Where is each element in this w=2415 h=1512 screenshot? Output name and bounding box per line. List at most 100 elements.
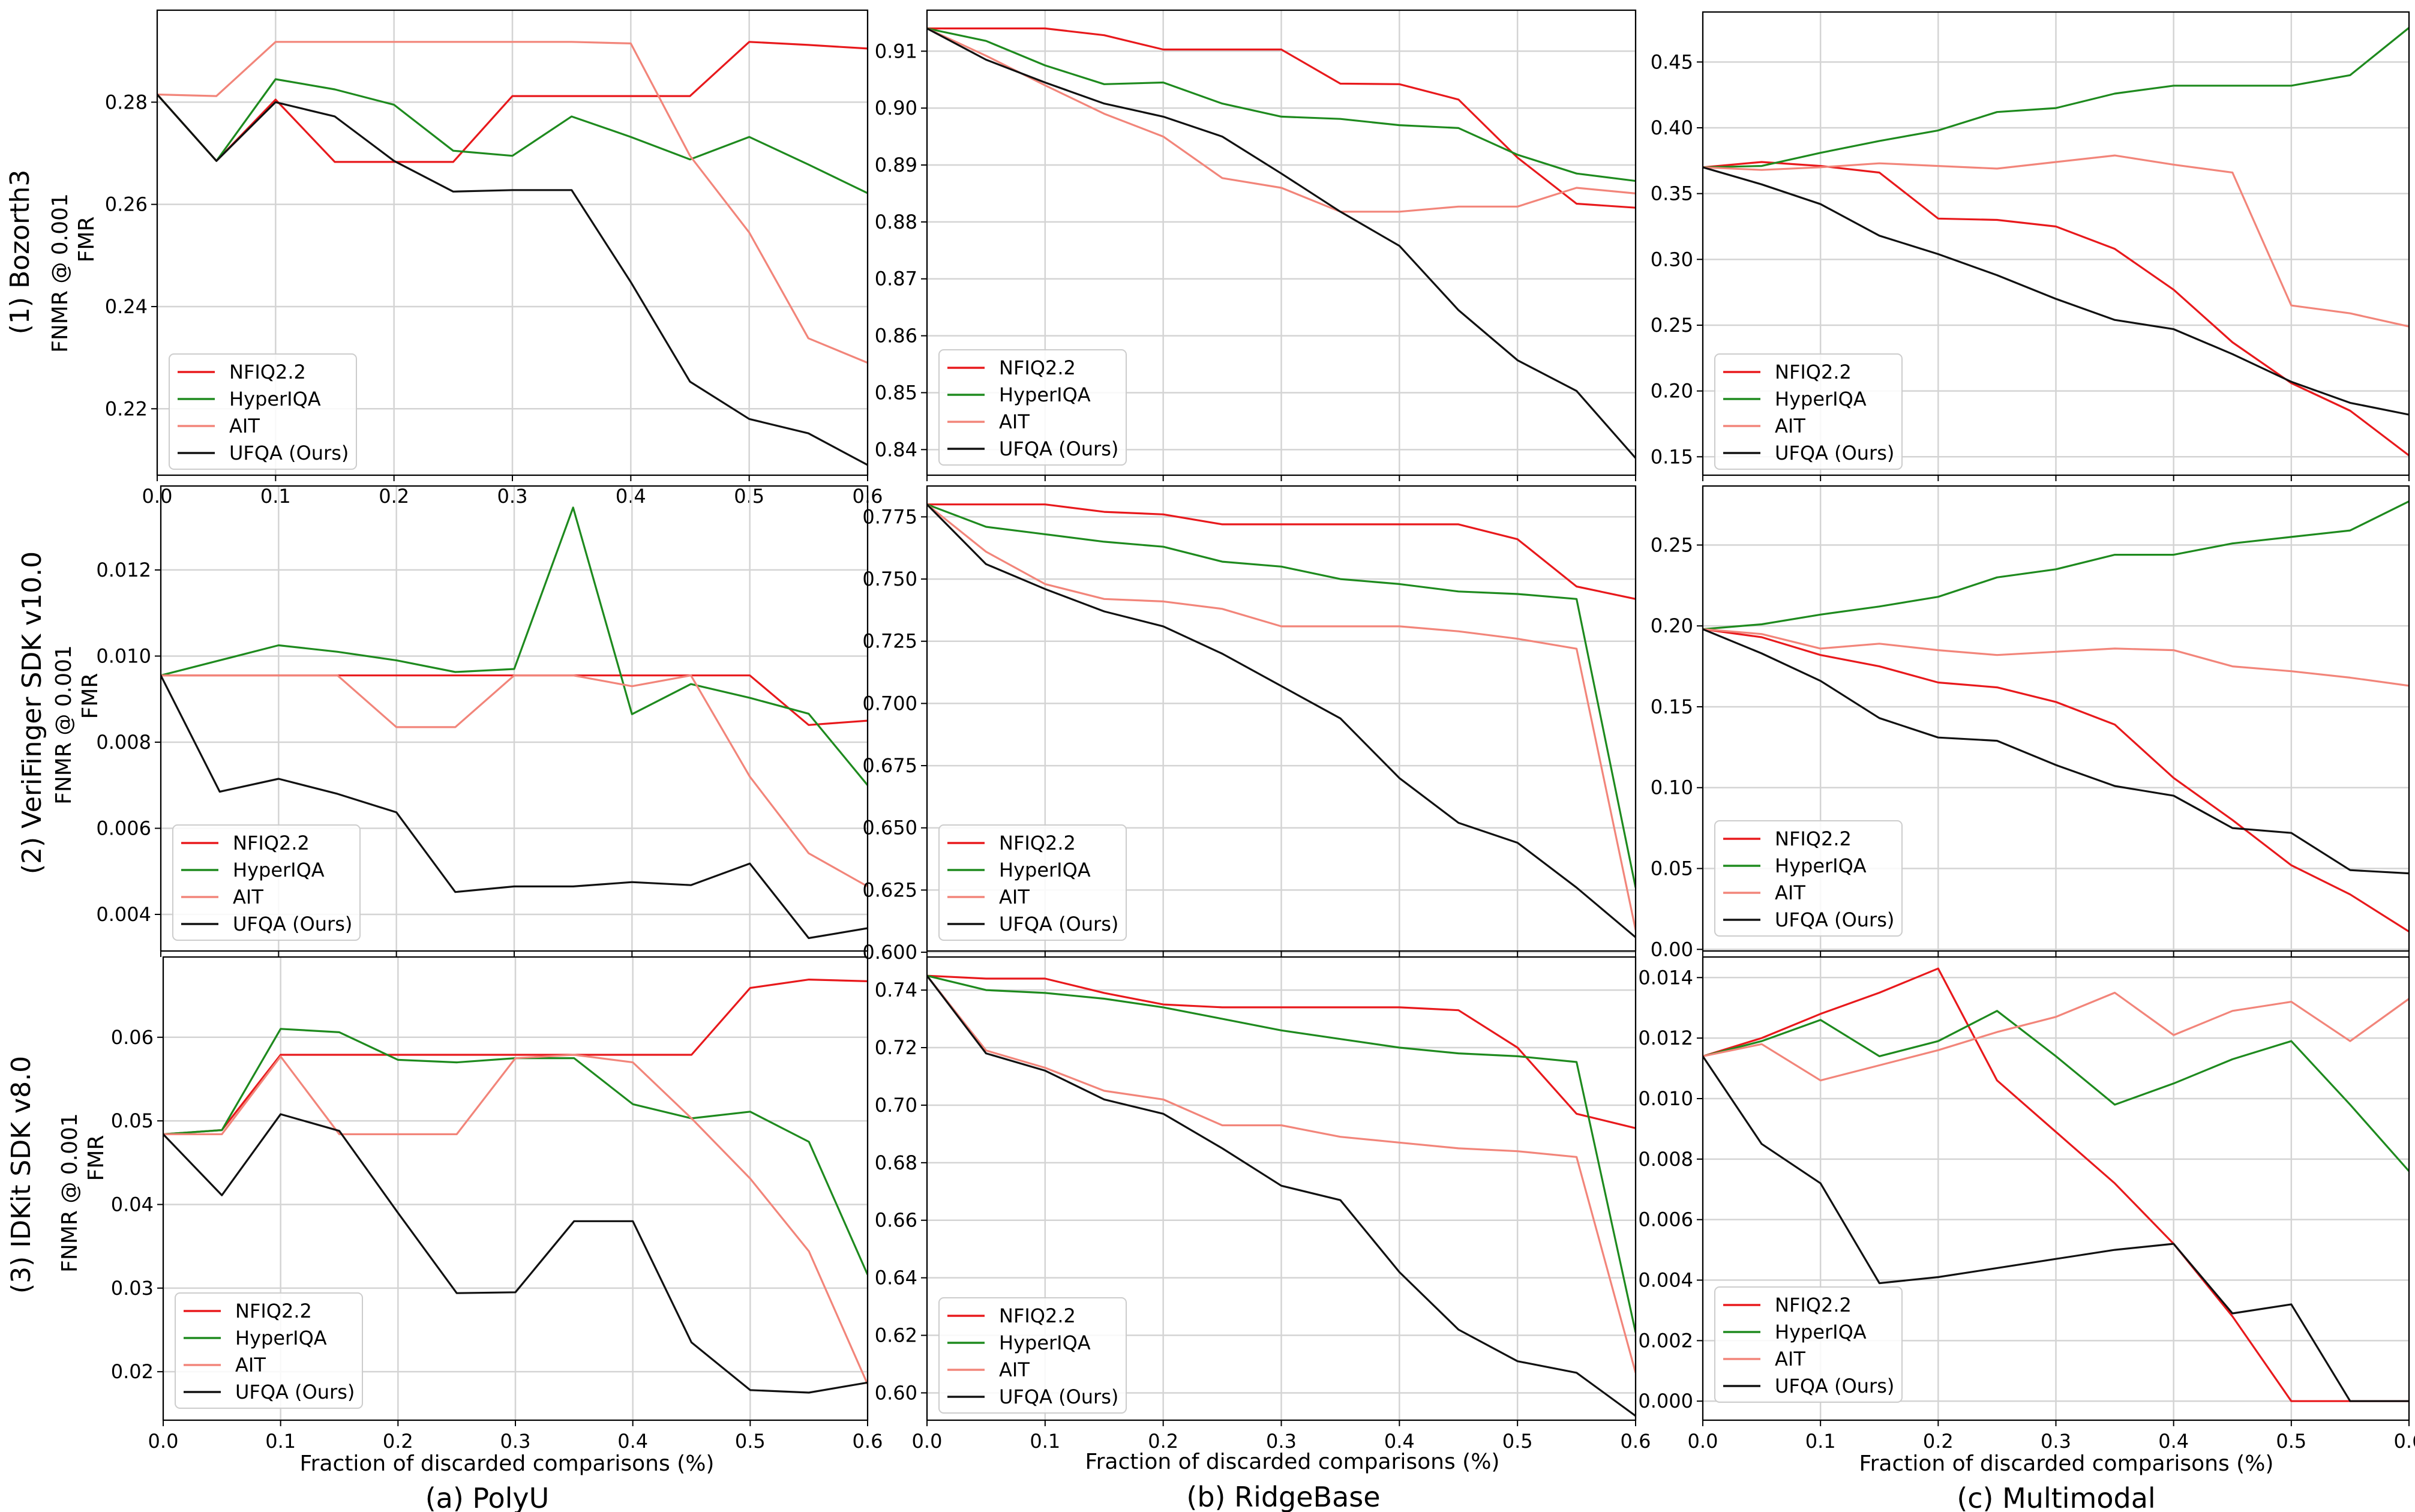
- ytick-label: 0.25: [1651, 314, 1693, 337]
- xtick-label: 0.0: [912, 1430, 943, 1453]
- ytick-label: 0.675: [862, 754, 917, 777]
- legend-box: [938, 1297, 1127, 1414]
- legend: NFIQ2.2 HyperIQA AIT UFQA (Ours): [938, 349, 1127, 466]
- plot-frame: [156, 9, 869, 476]
- ytick-label: 0.15: [1651, 445, 1693, 468]
- legend-label: UFQA (Ours): [1775, 442, 1894, 464]
- ytick-label: 0.00: [1651, 938, 1693, 961]
- legend-label: HyperIQA: [233, 859, 325, 881]
- series-line-ait: [157, 41, 868, 364]
- legend-box: [938, 824, 1127, 941]
- ytick-label: 0.35: [1651, 182, 1693, 205]
- legend: NFIQ2.2 HyperIQA AIT UFQA (Ours): [938, 824, 1127, 941]
- ytick-label: 0.012: [1638, 1027, 1693, 1049]
- ytick-label: 0.60: [875, 1381, 917, 1404]
- series-line-nfiq2-2: [1703, 967, 2409, 1402]
- ytick-label: 0.06: [111, 1026, 154, 1049]
- legend-label: AIT: [235, 1354, 266, 1376]
- legend-box: [1714, 1286, 1903, 1403]
- legend-label: AIT: [233, 886, 263, 908]
- legend-label: UFQA (Ours): [233, 913, 352, 935]
- series-group: [157, 41, 868, 466]
- ytick-label: 0.006: [1638, 1208, 1693, 1231]
- ytick-label: 0.66: [875, 1209, 917, 1232]
- ytick-label: 0.725: [862, 630, 917, 653]
- legend-label: NFIQ2.2: [233, 832, 310, 854]
- legend-label: UFQA (Ours): [999, 913, 1118, 935]
- legend-label: UFQA (Ours): [1775, 908, 1894, 931]
- series-group: [1703, 500, 2409, 933]
- panel-5: 0.600 0.625 0.650 0.675 0.700 0.725 0.750 0.775…: [862, 485, 1637, 964]
- ytick-label: 0.24: [105, 295, 148, 318]
- series-line-hyperiqa: [927, 974, 1636, 1333]
- legend-label: UFQA (Ours): [229, 442, 349, 464]
- panel-6: 0.00 0.05 0.10 0.15 0.20 0.25 NFIQ2.2 HyperIQA A…: [1651, 485, 2410, 961]
- ytick-label: 0.008: [96, 731, 151, 754]
- ytick-label: 0.15: [1651, 695, 1693, 718]
- series-group: [927, 27, 1636, 459]
- legend-label: AIT: [999, 886, 1030, 908]
- ytick-label: 0.02: [111, 1360, 154, 1383]
- series-line-ait: [1703, 991, 2409, 1082]
- xtick-label: 0.6: [1621, 1430, 1651, 1453]
- ytick-label: 0.91: [875, 40, 917, 62]
- legend: NFIQ2.2 HyperIQA AIT UFQA (Ours): [938, 1297, 1127, 1414]
- series-line-hyperiqa: [161, 506, 868, 786]
- panel-9: 0.000 0.002 0.004 0.006 0.008 0.010 0.012 0.014…: [1638, 956, 2415, 1453]
- legend-label: NFIQ2.2: [1775, 827, 1852, 850]
- xtick-label: 0.2: [1923, 1430, 1954, 1453]
- panel-7: 0.02 0.03 0.04 0.05 0.06 0.0 0.1 0.2 0.3 0.4 0.5 0.…: [111, 956, 883, 1453]
- ytick-label: 0.86: [875, 325, 917, 347]
- legend-label: HyperIQA: [999, 383, 1091, 406]
- ytick-label: 0.004: [96, 903, 151, 926]
- panel-2: 0.84 0.85 0.86 0.87 0.88 0.89 0.90 0.91 NFIQ2.2 H…: [875, 9, 1637, 481]
- ytick-label: 0.25: [1651, 533, 1693, 556]
- series-line-hyperiqa: [1703, 27, 2409, 169]
- legend-label: NFIQ2.2: [999, 1304, 1076, 1327]
- ytick-label: 0.014: [1638, 966, 1693, 989]
- legend-label: HyperIQA: [999, 1331, 1091, 1354]
- xlabel-col-c: Fraction of discarded comparisons (%): [1859, 1451, 2274, 1476]
- xtick-label: 0.1: [1030, 1430, 1060, 1453]
- legend-label: HyperIQA: [1775, 388, 1867, 410]
- xtick-label: 0.5: [2276, 1430, 2306, 1453]
- plot-frame: [162, 956, 869, 1421]
- legend-label: HyperIQA: [999, 859, 1091, 881]
- series-line-ufqa-ours: [1703, 166, 2409, 416]
- series-line-ait: [163, 1054, 868, 1385]
- row-title-1: (1) Bozorth3: [5, 170, 35, 335]
- legend-label: UFQA (Ours): [235, 1381, 355, 1403]
- legend: NFIQ2.2 HyperIQA AIT UFQA (Ours): [1714, 1286, 1903, 1403]
- legend-label: NFIQ2.2: [1775, 1294, 1852, 1316]
- ytick-label: 0.22: [105, 397, 148, 420]
- panel-3: 0.15 0.20 0.25 0.30 0.35 0.40 0.45 NFIQ2.2 Hyper…: [1651, 11, 2410, 481]
- series-line-ait: [1703, 154, 2409, 328]
- column-title-c: (c) Multimodal: [1957, 1482, 2155, 1512]
- series-group: [1703, 27, 2409, 457]
- plot-frame: [926, 956, 1637, 1421]
- legend-label: HyperIQA: [1775, 1321, 1867, 1343]
- xtick-label: 0.1: [265, 1430, 296, 1453]
- legend-label: NFIQ2.2: [235, 1300, 312, 1322]
- panel-grid: 0.22 0.24 0.26 0.28 0.0 0.1 0.2 0.3 0.4 0.5 0.6 NFI…: [96, 9, 2415, 1453]
- ytick-label: 0.05: [1651, 857, 1693, 880]
- legend-label: AIT: [229, 415, 260, 437]
- xtick-label: 0.1: [1805, 1430, 1836, 1453]
- xtick-label: 0.3: [1266, 1430, 1297, 1453]
- ytick-label: 0.85: [875, 381, 917, 404]
- panel-1: 0.220.240.260.280.0 0.1 0.2 0.3 0.4 0.5 0.6NFI…: [105, 9, 883, 508]
- ylabel-3-line1: FNMR @ 0.001: [58, 1113, 82, 1273]
- series-group: [927, 503, 1636, 938]
- series-line-nfiq2-2: [927, 503, 1636, 600]
- xtick-label: 0.2: [1148, 1430, 1178, 1453]
- series-line-nfiq2-2: [927, 27, 1636, 209]
- ytick-label: 0.008: [1638, 1148, 1693, 1171]
- series-line-ufqa-ours: [161, 674, 868, 940]
- ytick-label: 0.05: [111, 1109, 154, 1132]
- legend-box: [172, 824, 361, 941]
- series-line-nfiq2-2: [1703, 628, 2409, 933]
- xtick-label: 0.0: [142, 485, 173, 508]
- xtick-label: 0.4: [617, 1430, 648, 1453]
- legend-label: AIT: [999, 410, 1030, 433]
